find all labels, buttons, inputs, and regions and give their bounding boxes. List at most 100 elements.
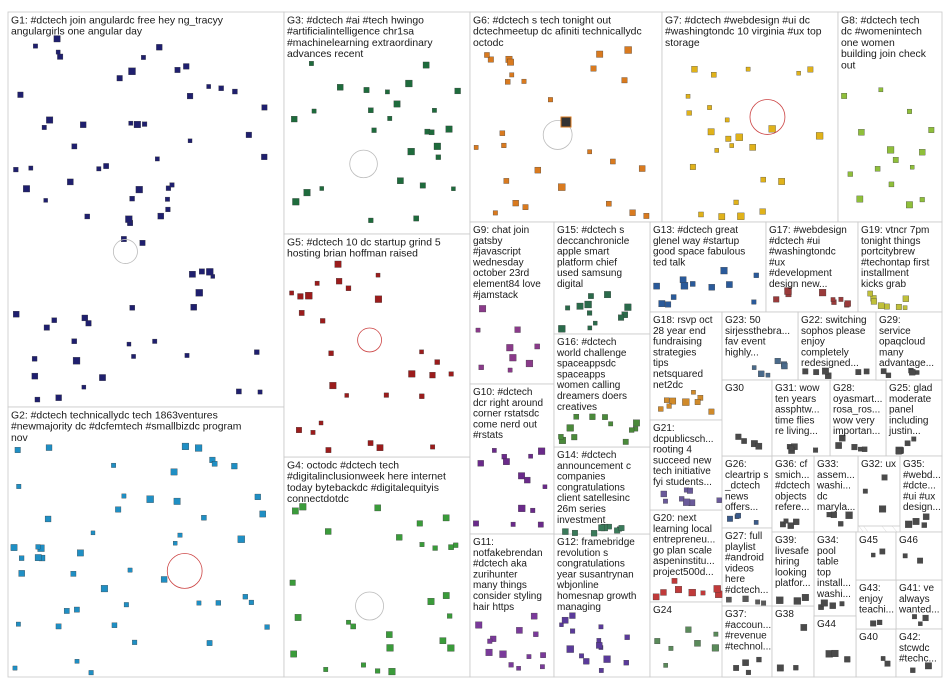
node-g16	[573, 413, 580, 420]
node-g3	[445, 125, 453, 133]
node-g37	[745, 669, 751, 675]
group-label-line: time flies	[775, 415, 814, 426]
group-label-line: G18: rsvp oct	[653, 315, 713, 326]
node-g1	[128, 120, 134, 126]
node-g2	[254, 493, 261, 500]
group-label-line: 26m series	[557, 504, 606, 515]
node-g1	[195, 289, 203, 297]
group-label-g39: G39: livesafe hiring looking platfor...	[775, 535, 811, 589]
group-label-line: G13: #dctech great	[653, 225, 738, 236]
group-cell-g13	[649, 221, 767, 313]
node-g8	[887, 146, 895, 154]
group-label-line: good space fabulous	[653, 247, 745, 258]
group-label-g31: G31: wow ten years assphtw... time flies re …	[775, 383, 820, 437]
group-label-line: gatsby	[473, 236, 502, 247]
node-g1	[129, 305, 135, 311]
node-g33	[845, 511, 853, 519]
node-g5	[325, 447, 332, 453]
node-g46	[917, 557, 924, 564]
group-label-line: G30	[725, 383, 744, 394]
node-g38	[776, 664, 784, 672]
node-g1	[206, 268, 214, 276]
node-g17	[830, 297, 836, 302]
group-label-line: kicks grab	[861, 279, 906, 290]
node-g18	[691, 390, 696, 395]
node-g1	[33, 43, 38, 49]
node-g3	[387, 116, 393, 121]
node-g4	[375, 668, 381, 674]
node-g37	[733, 665, 740, 671]
hub-node	[560, 116, 572, 128]
node-g45	[871, 552, 876, 558]
group-label-g15: G15: #dctech s deccanchronicle apple smart…	[557, 225, 630, 290]
node-g14	[618, 525, 625, 531]
group-label-line: learning local	[653, 524, 712, 535]
node-g20	[660, 589, 667, 596]
node-g38	[793, 665, 799, 671]
node-g2	[18, 555, 25, 561]
node-g7	[725, 135, 732, 142]
group-label-line: G19: vtncr 7pm	[861, 225, 929, 236]
node-g22	[863, 368, 870, 375]
group-label-line: entrepreneu...	[653, 535, 715, 546]
node-g2	[173, 541, 178, 546]
node-g4	[361, 662, 366, 668]
node-g1	[218, 85, 224, 91]
group-label-line: looking	[775, 567, 807, 578]
group-label-line: congratulations	[557, 559, 625, 570]
group-label-line: #revenue	[725, 631, 767, 642]
group-label-g45: G45	[859, 535, 878, 546]
node-g29	[909, 369, 916, 376]
group-label-line: #dctech	[775, 481, 810, 492]
node-g1	[261, 104, 268, 111]
node-g5	[344, 393, 349, 398]
node-g3	[309, 61, 314, 66]
group-label-line: design...	[903, 502, 941, 513]
group-label-line: G36: cf	[775, 459, 807, 470]
group-cell-g30	[721, 379, 773, 457]
node-g2	[206, 640, 213, 646]
node-g39	[801, 594, 809, 601]
node-g36	[793, 518, 800, 525]
node-g23	[774, 358, 781, 365]
group-label-line: G34:	[817, 535, 839, 546]
group-label-line: investment	[557, 515, 606, 526]
group-label-line: #techc...	[899, 654, 937, 665]
node-g1	[165, 206, 171, 212]
group-label-line: G23: 50	[725, 315, 761, 326]
node-g2	[173, 497, 181, 505]
node-g1	[125, 215, 133, 223]
group-label-line: nov	[11, 433, 29, 444]
node-g29	[885, 372, 892, 378]
node-g10	[518, 504, 526, 512]
node-g24	[711, 644, 719, 652]
node-g30	[735, 433, 742, 440]
group-label-line: G40	[859, 632, 878, 643]
group-label-line: G8: #dctech tech	[841, 15, 920, 26]
group-label-line: G17: #webdesign	[769, 225, 847, 236]
node-g10	[524, 476, 531, 484]
node-g2	[88, 670, 94, 676]
node-g2	[44, 515, 52, 523]
node-g8	[858, 129, 865, 136]
group-label-line: revolution s	[557, 548, 608, 559]
group-label-line: #accoun...	[725, 620, 771, 631]
node-g19	[877, 302, 885, 309]
node-g21	[716, 497, 722, 503]
group-label-line: cleartrip s	[725, 470, 768, 481]
group-cell-g15	[553, 221, 651, 335]
node-g23	[781, 362, 788, 370]
group-label-g35: G35: #webd... #dcte... #ui #ux design...	[903, 459, 941, 513]
node-g2	[35, 544, 41, 550]
group-label-line: G31: wow	[775, 383, 820, 394]
node-g13	[690, 281, 696, 287]
node-g1	[46, 116, 54, 124]
group-label-line: livesafe	[775, 546, 809, 557]
group-label-line: fyi students...	[653, 477, 712, 488]
group-label-g30: G30	[725, 383, 744, 394]
node-g7	[691, 66, 698, 73]
group-label-line: enjoy	[801, 337, 825, 348]
group-label-line: G4: octodc #dctech tech	[287, 460, 399, 471]
node-g5	[434, 359, 440, 365]
group-cell-g10	[469, 383, 555, 535]
